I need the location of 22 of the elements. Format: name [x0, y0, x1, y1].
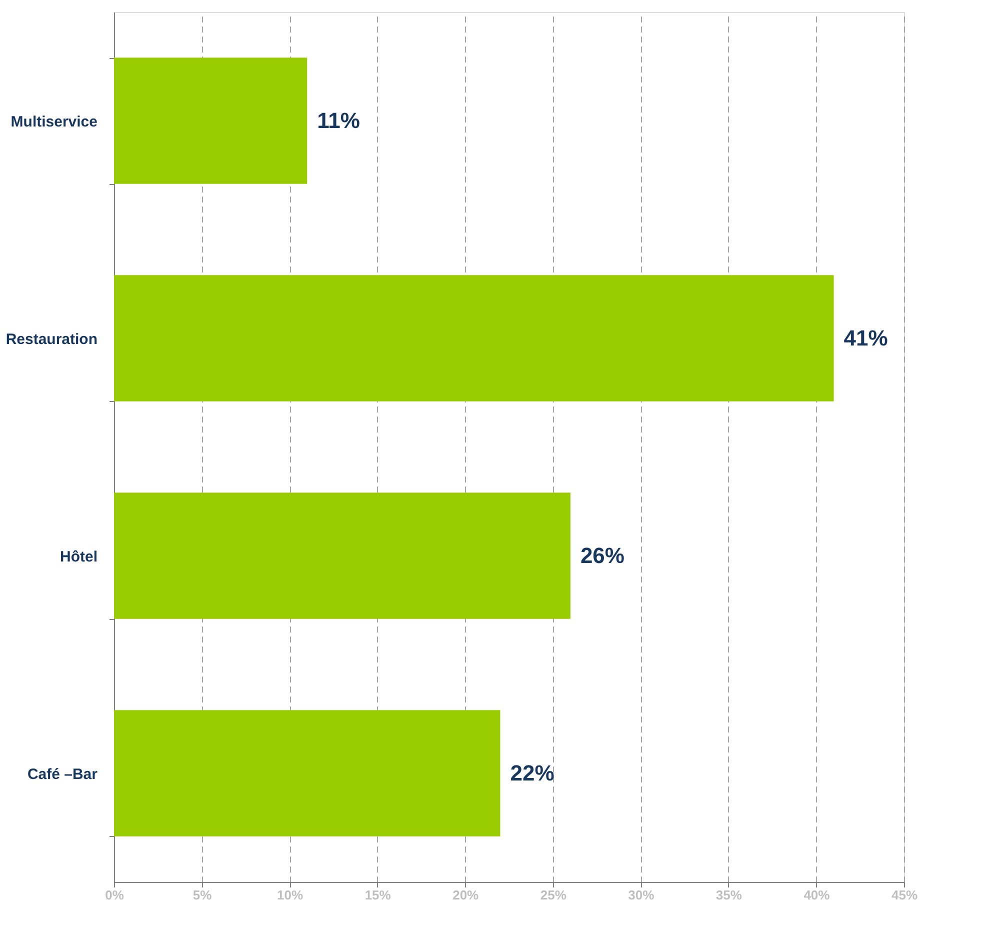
- data-label: 11%: [317, 108, 360, 133]
- bar: [114, 275, 834, 402]
- x-tick-label: 40%: [804, 888, 830, 902]
- y-tick-label: Multiservice: [10, 113, 98, 130]
- x-tick-label: 30%: [628, 888, 655, 902]
- x-tick-label: 0%: [105, 888, 124, 902]
- bar: [114, 58, 308, 184]
- bar: [114, 492, 570, 619]
- x-tick-label: 10%: [277, 888, 304, 902]
- bar: [114, 710, 500, 836]
- x-tick-label: 15%: [364, 888, 392, 902]
- data-label: 26%: [580, 542, 624, 568]
- y-tick-label: Restauration: [6, 330, 98, 348]
- y-tick-label: Hôtel: [60, 548, 98, 566]
- x-tick-label: 25%: [540, 888, 567, 902]
- x-tick-label: 5%: [192, 888, 212, 902]
- data-label: 41%: [844, 325, 888, 350]
- x-tick-label: 20%: [452, 888, 480, 902]
- x-tick-label: 45%: [891, 888, 918, 902]
- data-label: 22%: [510, 760, 554, 786]
- x-tick-label: 35%: [716, 888, 742, 902]
- y-tick-label: Café –Bar: [27, 766, 98, 783]
